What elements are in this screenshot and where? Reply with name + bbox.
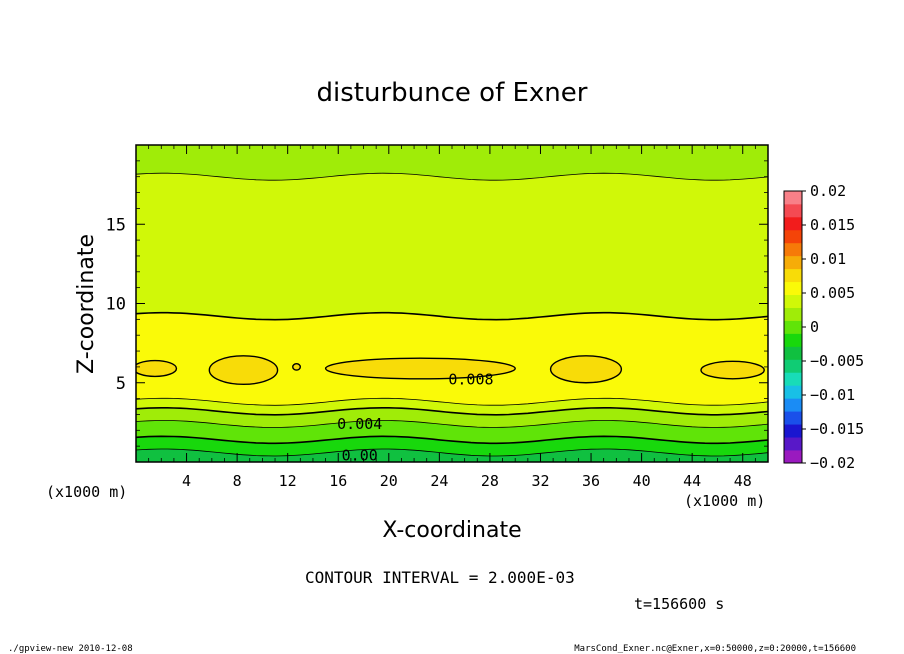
contour-band (136, 145, 768, 181)
contour-bands (136, 145, 768, 462)
contour-line (136, 311, 768, 321)
colorbar-tick-label: 0.02 (810, 182, 846, 200)
time-text: t=156600 s (634, 595, 724, 613)
colorbar-swatch (784, 307, 802, 321)
x-tick-label: 48 (734, 472, 752, 490)
colorbar-swatch (784, 229, 802, 244)
footer-right: MarsCond_Exner.nc@Exner,x=0:50000,z=0:20… (574, 644, 856, 654)
colorbar-tick-label: 0.005 (810, 284, 855, 302)
x-tick-label: 28 (481, 472, 499, 490)
colorbar-tick-label: 0 (810, 318, 819, 336)
x-axis-label: X-coordinate (382, 518, 521, 543)
colorbar-swatch (784, 450, 802, 464)
plot-area (136, 145, 768, 462)
colorbar-tick-label: −0.01 (810, 386, 855, 404)
colorbar-tick-label: −0.005 (810, 352, 864, 370)
colorbar-swatch (784, 216, 802, 231)
contour-band (136, 436, 768, 456)
contour-label: 0.004 (337, 415, 382, 433)
contour-cells (136, 355, 765, 386)
x-tick-label: 40 (633, 472, 651, 490)
contour-band (136, 407, 768, 428)
y-axis-label: Z-coordinate (74, 234, 99, 374)
colorbar-swatch (784, 191, 802, 205)
colorbar-swatch (784, 255, 802, 270)
colorbar-swatch (784, 346, 802, 360)
colorbar-tick-label: 0.01 (810, 250, 846, 268)
y-tick-label: 5 (116, 374, 126, 394)
y-tick-label: 15 (106, 215, 126, 235)
x-tick-label: 16 (329, 472, 347, 490)
contour-band (136, 398, 768, 415)
chart-title: disturbunce of Exner (317, 78, 588, 108)
colorbar-swatch (784, 359, 802, 373)
x-tick-label: 4 (182, 472, 191, 490)
colorbar-swatch (784, 372, 802, 386)
contour-cell (324, 357, 516, 380)
colorbar-swatch (784, 398, 802, 412)
contour-cell (208, 355, 279, 386)
x-axis-ticks: 4 8 12 16 20 24 28 32 36 40 44 48 (148, 145, 756, 490)
contour-cell (549, 355, 623, 384)
colorbar-swatch (784, 281, 802, 296)
colorbar-tick-label: −0.02 (810, 454, 855, 472)
x-unit-right: (x1000 m) (684, 492, 765, 510)
colorbar-swatch (784, 385, 802, 399)
contour-band (136, 449, 768, 462)
colorbar (784, 191, 802, 464)
contour-interval-text: CONTOUR INTERVAL = 2.000E-03 (305, 568, 575, 587)
footer-left: ./gpview-new 2010-12-08 (8, 644, 133, 654)
contour-cell (700, 360, 765, 380)
x-tick-label: 20 (380, 472, 398, 490)
colorbar-swatch (784, 242, 802, 257)
x-tick-label: 44 (683, 472, 701, 490)
colorbar-swatch (784, 294, 802, 308)
contour-lines (136, 172, 768, 457)
contour-line (136, 448, 768, 457)
colorbar-swatch (784, 333, 802, 347)
colorbar-swatch (784, 437, 802, 451)
colorbar-swatch (784, 203, 802, 218)
contour-cell (136, 359, 178, 378)
x-tick-label: 24 (430, 472, 448, 490)
x-tick-label: 8 (233, 472, 242, 490)
x-tick-label: 36 (582, 472, 600, 490)
x-unit-left: (x1000 m) (46, 483, 127, 501)
colorbar-tick-label: 0.015 (810, 216, 855, 234)
x-tick-label: 12 (279, 472, 297, 490)
colorbar-tick-label: −0.015 (810, 420, 864, 438)
colorbar-swatch (784, 424, 802, 438)
x-tick-label: 32 (531, 472, 549, 490)
contour-band (136, 173, 768, 320)
contour-line (136, 420, 768, 428)
contour-label: 0.008 (448, 371, 493, 389)
colorbar-swatch (784, 411, 802, 425)
contour-line (136, 397, 768, 406)
contour-line (136, 406, 768, 416)
contour-line (136, 172, 768, 181)
contour-cell (292, 363, 302, 371)
contour-band (136, 420, 768, 444)
y-axis-ticks: 5 10 15 (106, 160, 768, 447)
colorbar-swatch (784, 320, 802, 334)
colorbar-labels: 0.02 0.015 0.01 0.005 0 −0.005 −0.01 −0.015 −0.0… (802, 182, 864, 472)
colorbar-swatch (784, 268, 802, 283)
y-tick-label: 10 (106, 295, 126, 315)
contour-line (136, 435, 768, 445)
